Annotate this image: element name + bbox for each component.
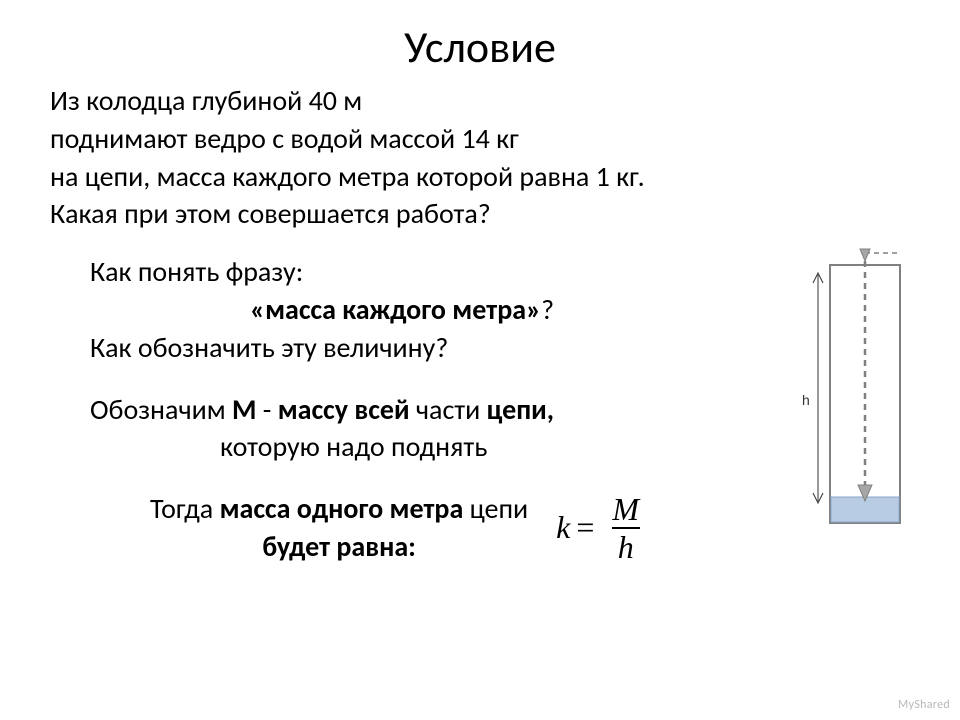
def-text: цепи, — [487, 392, 554, 427]
well-diagram: h — [780, 245, 910, 535]
then-bold: масса одного метра — [220, 491, 464, 526]
then-pre: Тогда — [150, 491, 220, 526]
then-l2: будет равна: — [262, 529, 416, 564]
slide: Условие Из колодца глубиной 40 м поднима… — [0, 0, 960, 720]
then-mid: цепи — [463, 491, 528, 526]
question-emph: «масса каждого метра» — [250, 292, 541, 327]
formula: k = M h — [556, 493, 645, 563]
problem-line: поднимают ведро с водой массой 14 кг — [50, 120, 910, 158]
def-text: части — [410, 392, 487, 427]
conclusion-text: Тогда масса одного метра цепи будет равн… — [150, 490, 528, 566]
slide-title: Условие — [0, 0, 960, 82]
formula-num: M — [606, 493, 645, 527]
problem-line: Из колодца глубиной 40 м — [50, 82, 910, 120]
formula-eq: = — [570, 506, 600, 549]
conclusion-line: будет равна: — [150, 528, 528, 566]
problem-line: Какая при этом совершается работа? — [50, 195, 910, 233]
def-text: - — [256, 392, 277, 427]
def-text: Обозначим — [90, 392, 232, 427]
def-symbol: М — [232, 392, 256, 427]
h-dimension: h — [802, 273, 823, 503]
well-svg: h — [780, 245, 910, 535]
problem-statement: Из колодца глубиной 40 м поднимают ведро… — [0, 82, 960, 233]
h-label: h — [802, 392, 810, 408]
chain-holder-icon — [860, 249, 870, 261]
watermark: MyShared — [898, 698, 950, 712]
def-text: массу всей — [278, 392, 410, 427]
conclusion-line: Тогда масса одного метра цепи — [150, 490, 528, 528]
formula-k: k — [556, 506, 570, 549]
formula-den: h — [612, 527, 640, 563]
problem-line: на цепи, масса каждого метра которой рав… — [50, 158, 910, 196]
question-qmark: ? — [541, 292, 554, 327]
formula-fraction: M h — [606, 493, 645, 563]
